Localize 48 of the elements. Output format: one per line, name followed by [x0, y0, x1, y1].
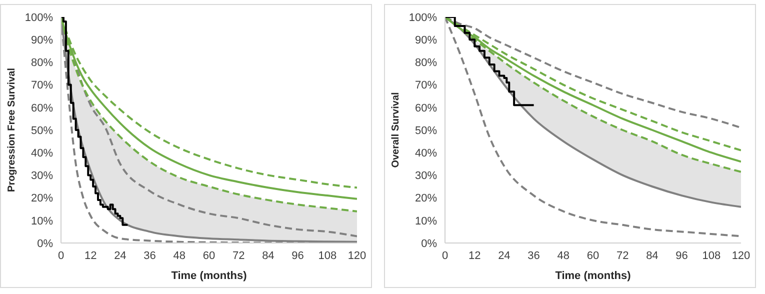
y-tick-label: 80%	[414, 57, 438, 70]
x-tick-label: 36	[528, 250, 540, 262]
y-tick-label: 0%	[421, 238, 438, 250]
y-tick-label: 30%	[30, 170, 54, 182]
x-tick-label: 96	[676, 250, 688, 262]
x-tick-label: 12	[84, 250, 97, 262]
y-tick-label: 100%	[408, 12, 438, 24]
x-tick-label: 24	[498, 250, 510, 262]
x-tick-label: 0	[58, 250, 64, 262]
y-tick-label: 40%	[30, 148, 54, 160]
x-tick-label: 48	[173, 250, 186, 262]
x-tick-label: 12	[468, 250, 481, 262]
y-tick-label: 60%	[30, 102, 54, 114]
y-tick-label: 10%	[30, 215, 54, 228]
x-tick-label: 72	[616, 250, 629, 262]
y-tick-label: 80%	[30, 57, 54, 70]
y-tick-label: 60%	[414, 102, 438, 114]
y-tick-label: 90%	[414, 34, 438, 47]
y-tick-label: 50%	[30, 124, 54, 137]
x-tick-label: 84	[646, 250, 658, 262]
x-axis-title: Time (months)	[171, 270, 248, 282]
y-tick-label: 30%	[414, 170, 438, 182]
x-tick-label: 108	[702, 250, 721, 262]
x-tick-label: 24	[114, 250, 126, 262]
x-tick-label: 120	[348, 250, 366, 262]
x-tick-label: 108	[318, 250, 337, 262]
x-tick-label: 36	[144, 250, 156, 262]
y-tick-label: 10%	[414, 215, 438, 228]
y-tick-label: 100%	[24, 12, 54, 24]
x-tick-label: 48	[557, 250, 570, 262]
y-axis-title: Progression Free Survival	[6, 68, 18, 192]
x-axis-title: Time (months)	[555, 270, 632, 282]
x-tick-label: 60	[586, 250, 600, 262]
y-tick-label: 0%	[37, 238, 54, 250]
y-tick-label: 70%	[414, 80, 438, 92]
x-tick-label: 0	[442, 250, 448, 262]
x-tick-label: 96	[292, 250, 304, 262]
y-tick-label: 40%	[414, 148, 438, 160]
x-tick-label: 84	[262, 250, 274, 262]
x-tick-label: 120	[732, 250, 750, 262]
y-tick-label: 70%	[30, 80, 54, 92]
x-tick-label: 72	[232, 250, 245, 262]
y-tick-label: 50%	[414, 124, 438, 137]
y-tick-label: 20%	[414, 192, 438, 205]
y-axis-title: Overall Survival	[390, 92, 402, 168]
y-tick-label: 20%	[30, 192, 54, 205]
x-tick-label: 60	[202, 250, 216, 262]
y-tick-label: 90%	[30, 34, 54, 47]
